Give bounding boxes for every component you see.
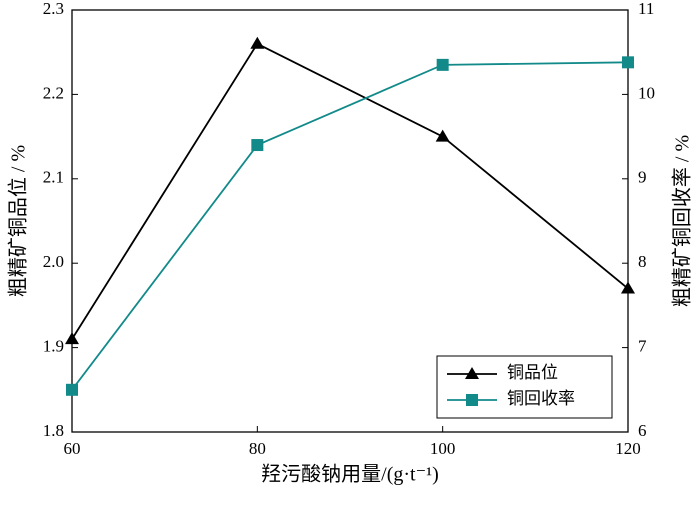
legend-label: 铜品位 [507,363,558,382]
y2-axis-label: 粗精矿铜回收率 / % [671,135,694,307]
y-tick-label: 2.0 [43,252,64,271]
y2-tick-label: 8 [638,252,647,271]
series-line [71,42,629,340]
x-tick-label: 120 [615,439,641,458]
y2-tick-label: 7 [638,337,647,356]
marker [66,383,78,396]
series-line [71,61,629,391]
y2-tick-label: 11 [638,0,654,18]
y-tick-label: 2.2 [43,83,64,102]
y2-tick-label: 9 [638,168,647,187]
x-tick-label: 60 [64,439,81,458]
x-axis-label: 羟污酸钠用量/(g·t⁻¹) [261,463,439,486]
y2-tick-label: 10 [638,83,655,102]
y-tick-label: 2.3 [43,0,64,18]
marker [621,281,635,294]
marker [65,332,79,345]
marker [250,36,265,49]
y-tick-label: 1.8 [43,421,64,440]
legend-label: 铜回收率 [507,389,575,408]
x-tick-label: 80 [249,439,266,458]
marker [435,129,450,142]
y-tick-label: 1.9 [43,337,64,356]
marker [436,58,449,71]
y-tick-label: 2.1 [43,168,64,187]
x-tick-label: 100 [430,439,456,458]
y2-tick-label: 6 [638,421,647,440]
plot-frame [71,9,629,433]
marker [251,139,264,152]
marker [466,394,478,406]
marker [465,367,479,379]
legend-box [436,355,613,419]
marker [622,56,634,69]
y-axis-label: 粗精矿铜品位 / % [7,145,30,297]
